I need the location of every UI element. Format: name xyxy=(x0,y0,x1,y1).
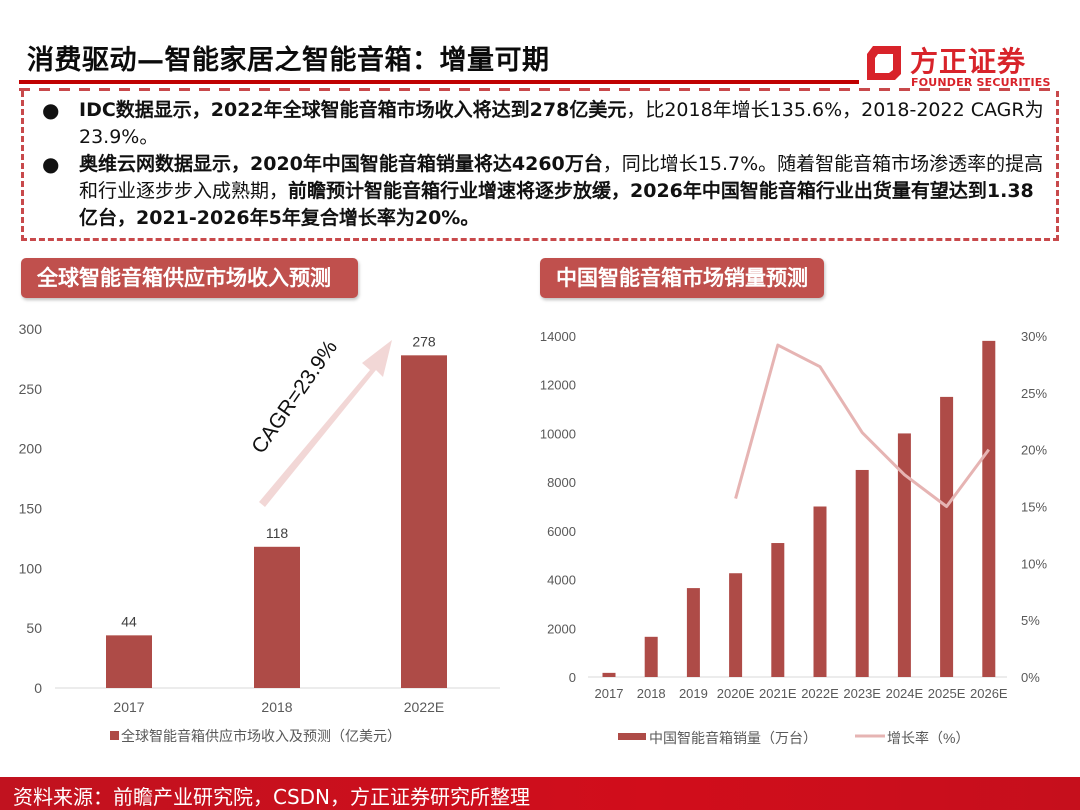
key-point-2-bold: 奥维云网数据显示，2020年中国智能音箱销量将达4260万台 xyxy=(79,153,603,175)
right-y-tick-label: 30% xyxy=(1021,329,1047,344)
logo-text-en: FOUNDER SECURITIES xyxy=(911,76,1051,89)
bar xyxy=(982,340,996,677)
left-y-tick-label: 4000 xyxy=(547,573,576,588)
bar xyxy=(855,469,869,677)
y-tick-label: 150 xyxy=(19,501,43,517)
key-point-2: ● 奥维云网数据显示，2020年中国智能音箱销量将达4260万台，同比增长15.… xyxy=(42,151,1052,232)
key-point-2-text: ，同比增长15.7%。随着智能音箱市场渗透率的提高和行业逐步步入成熟期， xyxy=(79,153,1044,202)
left-y-tick-label: 6000 xyxy=(547,524,576,539)
page-title: 消费驱动—智能家居之智能音箱：增量可期 xyxy=(27,45,550,76)
y-tick-label: 50 xyxy=(26,620,42,636)
bar xyxy=(106,635,152,688)
bullet-icon: ● xyxy=(42,98,60,122)
legend-label: 全球智能音箱供应市场收入及预测（亿美元） xyxy=(121,728,401,744)
x-tick-label: 2019 xyxy=(679,686,708,701)
x-tick-label: 2021E xyxy=(759,686,797,701)
source-text: 资料来源：前瞻产业研究院，CSDN，方正证券研究所整理 xyxy=(13,785,531,809)
global-revenue-chart-svg: 0 50 100 150 200 250 300 44 2017 118 2018 278 2022E C… xyxy=(19,321,500,744)
left-chart-title: 全球智能音箱供应市场收入预测 xyxy=(21,258,358,298)
bar xyxy=(644,636,658,677)
y-tick-label: 0 xyxy=(34,680,42,696)
x-tick-label: 2018 xyxy=(261,699,292,715)
x-tick-label: 2017 xyxy=(595,686,624,701)
bar xyxy=(940,396,954,677)
right-y-tick-label: 20% xyxy=(1021,443,1047,458)
left-y-tick-label: 0 xyxy=(569,670,576,685)
right-y-tick-label: 25% xyxy=(1021,386,1047,401)
left-y-tick-label: 8000 xyxy=(547,475,576,490)
legend-label-bar: 中国智能音箱销量（万台） xyxy=(649,730,817,746)
title-dashed-divider xyxy=(19,88,1059,91)
logo-mark-icon xyxy=(867,46,901,80)
data-label: 278 xyxy=(412,333,436,349)
title-underline xyxy=(19,80,859,84)
right-y-tick-label: 10% xyxy=(1021,556,1047,571)
china-sales-chart-svg: 0 2000 4000 6000 8000 10000 12000 14000 0% 5% 10% 1… xyxy=(540,329,1048,746)
bar xyxy=(254,546,300,688)
key-point-1: ● IDC数据显示，2022年全球智能音箱市场收入将达到278亿美元，比2018… xyxy=(42,97,1052,151)
x-tick-label: 2017 xyxy=(113,699,144,715)
global-revenue-chart: 0 50 100 150 200 250 300 44 2017 118 2018 278 2022E C… xyxy=(0,320,520,760)
right-y-tick-label: 15% xyxy=(1021,500,1047,515)
y-tick-label: 200 xyxy=(19,441,43,457)
bullet-icon: ● xyxy=(42,152,60,176)
data-label: 44 xyxy=(121,613,137,629)
x-tick-label: 2022E xyxy=(801,686,839,701)
left-y-tick-label: 10000 xyxy=(540,426,576,441)
x-tick-label: 2022E xyxy=(404,699,444,715)
x-tick-label: 2023E xyxy=(843,686,881,701)
left-y-tick-label: 14000 xyxy=(540,329,576,344)
china-sales-chart: 0 2000 4000 6000 8000 10000 12000 14000 0% 5% 10% 1… xyxy=(530,320,1080,760)
growth-arrow-icon xyxy=(259,340,392,507)
x-tick-label: 2024E xyxy=(886,686,924,701)
y-tick-label: 250 xyxy=(19,381,43,397)
bar xyxy=(771,543,785,677)
x-tick-label: 2020E xyxy=(717,686,755,701)
x-tick-label: 2018 xyxy=(637,686,666,701)
key-point-2-bold-tail: 前瞻预计智能音箱行业增速将逐步放缓，2026年中国智能音箱行业出货量有望达到1.… xyxy=(79,180,1034,229)
bar xyxy=(813,506,827,677)
x-tick-label: 2025E xyxy=(928,686,966,701)
bar xyxy=(729,573,743,677)
legend-swatch-bar xyxy=(618,733,646,740)
y-tick-label: 300 xyxy=(19,321,43,337)
y-tick-label: 100 xyxy=(19,560,43,576)
logo-text-cn: 方正证券 xyxy=(910,45,1027,78)
cagr-annotation: CAGR=23.9% xyxy=(247,336,342,458)
founder-securities-logo: 方正证券 FOUNDER SECURITIES xyxy=(862,40,1052,90)
legend-swatch xyxy=(110,731,119,740)
key-point-1-text: ，比2018年增长135.6%，2018-2022 CAGR为23.9%。 xyxy=(79,99,1044,148)
source-footer: 资料来源：前瞻产业研究院，CSDN，方正证券研究所整理 xyxy=(0,777,1080,810)
right-y-tick-label: 5% xyxy=(1021,613,1040,628)
right-y-tick-label: 0% xyxy=(1021,670,1040,685)
right-chart-title: 中国智能音箱市场销量预测 xyxy=(540,258,824,298)
data-label: 118 xyxy=(266,525,289,541)
bar xyxy=(686,588,700,677)
key-points-box: ● IDC数据显示，2022年全球智能音箱市场收入将达到278亿美元，比2018… xyxy=(21,91,1059,241)
left-y-tick-label: 12000 xyxy=(540,378,576,393)
bar xyxy=(401,355,447,688)
x-tick-label: 2026E xyxy=(970,686,1008,701)
legend-label-line: 增长率（%） xyxy=(887,730,969,746)
bar xyxy=(897,433,911,677)
key-point-1-bold: IDC数据显示，2022年全球智能音箱市场收入将达到278亿美元 xyxy=(79,99,627,121)
bar xyxy=(602,672,616,677)
left-y-tick-label: 2000 xyxy=(547,621,576,636)
growth-rate-line xyxy=(734,343,991,508)
